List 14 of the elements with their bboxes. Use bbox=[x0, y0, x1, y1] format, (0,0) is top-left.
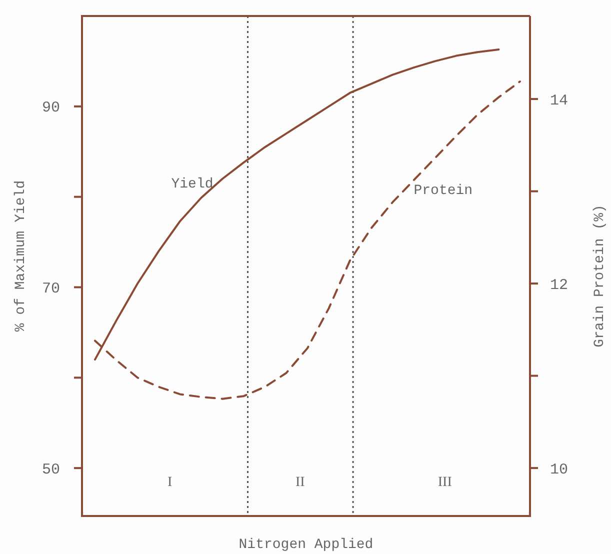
annotation: III bbox=[438, 475, 452, 490]
y2-tick-label: 14 bbox=[550, 92, 568, 110]
y2-tick-label: 10 bbox=[550, 461, 568, 478]
series-label: Yield bbox=[171, 176, 214, 193]
annotation: I bbox=[167, 475, 172, 490]
x-axis-title: Nitrogen Applied bbox=[238, 537, 374, 553]
annotation: II bbox=[296, 475, 306, 490]
y2-axis-title: Grain Protein (%) bbox=[592, 204, 608, 348]
y2-tick-label: 12 bbox=[550, 276, 568, 294]
series-label: Protein bbox=[414, 183, 473, 200]
y-tick-label: 50 bbox=[42, 461, 60, 478]
y-tick-label: 70 bbox=[42, 280, 60, 298]
y-axis-title: % of Maximum Yield bbox=[13, 180, 29, 332]
y-tick-label: 90 bbox=[42, 100, 60, 117]
